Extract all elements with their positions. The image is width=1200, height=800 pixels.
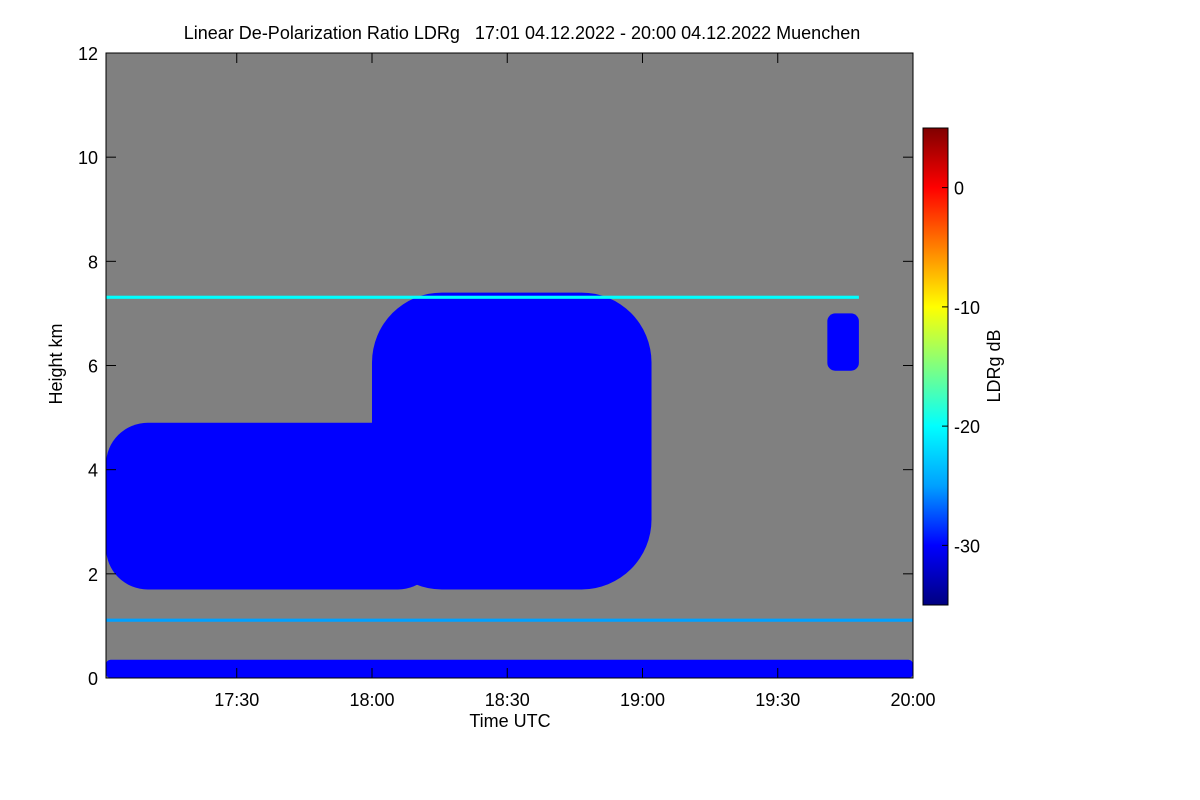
y-tick-label: 12 <box>78 44 98 64</box>
y-tick-label: 8 <box>88 252 98 272</box>
y-axis-label: Height km <box>46 323 66 404</box>
colorbar-tick-label: -10 <box>954 298 980 318</box>
cloud-features <box>106 292 913 678</box>
x-tick-label: 19:00 <box>620 690 665 710</box>
y-tick-label: 4 <box>88 461 98 481</box>
colorbar-tick-label: -30 <box>954 536 980 556</box>
x-tick-label: 17:30 <box>214 690 259 710</box>
y-tick-label: 10 <box>78 148 98 168</box>
colorbar <box>922 127 949 606</box>
feature-main-cloud <box>371 292 652 590</box>
x-tick-label: 18:00 <box>349 690 394 710</box>
colorbar-tick-label: -20 <box>954 417 980 437</box>
y-tick-label: 2 <box>88 565 98 585</box>
colorbar-ticks: 0 -10 -20 -30 <box>942 179 980 556</box>
chart-title: Linear De-Polarization Ratio LDRg 17:01 … <box>184 23 860 43</box>
y-tick-label: 6 <box>88 357 98 377</box>
x-axis: 17:30 18:00 18:30 19:00 19:30 20:00 <box>214 53 936 710</box>
x-tick-label: 20:00 <box>890 690 935 710</box>
y-tick-label: 0 <box>88 669 98 689</box>
x-tick-label: 19:30 <box>755 690 800 710</box>
x-axis-label: Time UTC <box>469 711 550 731</box>
feature-surface-layer <box>106 659 913 678</box>
colorbar-tick-label: 0 <box>954 179 964 199</box>
feature-thin-layer-7.3km <box>106 295 859 299</box>
feature-lower-cloud-layer <box>106 422 440 590</box>
x-tick-label: 18:30 <box>485 690 530 710</box>
feature-thin-layer-1.1km <box>106 618 913 622</box>
feature-cloud-patch <box>827 313 859 371</box>
y-axis: 0 2 4 6 8 10 12 <box>78 44 913 689</box>
colorbar-label: LDRg dB <box>984 329 1004 402</box>
